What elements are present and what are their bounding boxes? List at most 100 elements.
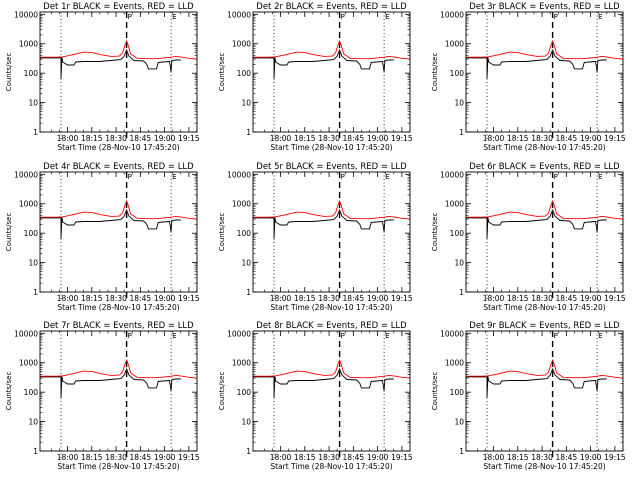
y-tick-label: 1 xyxy=(33,128,38,137)
y-tick-label: 1 xyxy=(459,128,464,137)
panel-title: Det 2r BLACK = Events, RED = LLD xyxy=(256,2,407,12)
y-tick-label: 1 xyxy=(33,447,38,456)
y-tick-label: 1 xyxy=(246,447,251,456)
x-tick-label: 18:30 xyxy=(318,453,340,462)
lld-series-line xyxy=(40,200,198,220)
y-axis-label: Counts/sec xyxy=(218,53,226,92)
x-tick-label: 18:45 xyxy=(130,134,152,143)
y-tick-label: 1 xyxy=(246,128,251,137)
y-tick-label: 100 xyxy=(24,388,39,397)
x-tick-label: 19:00 xyxy=(367,453,389,462)
marker-label: P xyxy=(341,13,345,21)
x-tick-label: 18:30 xyxy=(105,134,127,143)
detector-panel: Det 1r BLACK = Events, RED = LLD Counts/s… xyxy=(5,2,200,152)
marker-label: P xyxy=(128,173,132,181)
panel-title: Det 1r BLACK = Events, RED = LLD xyxy=(43,2,194,12)
lld-series-line xyxy=(466,359,624,379)
x-axis-label: Start Time (28-Nov-10 17:45:20) xyxy=(483,143,605,152)
marker-label: P xyxy=(554,13,558,21)
x-tick-label: 18:45 xyxy=(130,453,152,462)
lld-series-line xyxy=(40,40,198,60)
y-tick-label: 100 xyxy=(237,69,252,78)
marker-label: E xyxy=(172,173,176,181)
marker-label: P xyxy=(128,13,132,21)
x-tick-label: 18:15 xyxy=(81,453,103,462)
x-tick-label: 19:00 xyxy=(154,134,176,143)
lld-series-line xyxy=(253,359,411,379)
y-tick-label: 10000 xyxy=(227,10,251,19)
x-axis-label: Start Time (28-Nov-10 17:45:20) xyxy=(483,303,605,312)
y-axis-label: Counts/sec xyxy=(5,213,13,252)
plot-frame xyxy=(252,330,411,452)
x-tick-label: 18:00 xyxy=(57,453,79,462)
x-axis-label: Start Time (28-Nov-10 17:45:20) xyxy=(57,303,179,312)
plot-frame xyxy=(39,330,198,452)
x-tick-label: 18:15 xyxy=(81,294,103,303)
y-tick-label: 1 xyxy=(459,288,464,297)
x-tick-label: 19:15 xyxy=(604,453,626,462)
marker-label: E xyxy=(598,173,602,181)
y-axis-label: Counts/sec xyxy=(218,372,226,411)
y-tick-label: 10000 xyxy=(227,329,251,338)
y-axis-label: Counts/sec xyxy=(5,372,13,411)
lld-series-line xyxy=(253,40,411,60)
x-tick-label: 18:30 xyxy=(318,294,340,303)
x-axis-label: Start Time (28-Nov-10 17:45:20) xyxy=(483,462,605,471)
marker-label: P xyxy=(341,332,345,340)
panel-title: Det 3r BLACK = Events, RED = LLD xyxy=(469,2,620,12)
y-axis-label: Counts/sec xyxy=(5,53,13,92)
y-axis-label: Counts/sec xyxy=(431,372,439,411)
y-tick-label: 100 xyxy=(450,69,465,78)
y-tick-label: 10000 xyxy=(14,10,38,19)
panel-title: Det 9r BLACK = Events, RED = LLD xyxy=(469,321,620,331)
detector-panel: Det 5r BLACK = Events, RED = LLD Counts/s… xyxy=(218,162,413,312)
x-tick-label: 18:00 xyxy=(483,134,505,143)
events-series-line xyxy=(253,368,394,399)
x-tick-label: 18:15 xyxy=(507,134,529,143)
y-tick-label: 100 xyxy=(24,229,39,238)
y-tick-label: 10000 xyxy=(14,329,38,338)
marker-label: E xyxy=(385,332,389,340)
y-tick-label: 10000 xyxy=(440,329,464,338)
y-tick-label: 10000 xyxy=(14,170,38,179)
x-tick-label: 19:15 xyxy=(178,134,200,143)
marker-label: P xyxy=(341,173,345,181)
x-tick-label: 19:15 xyxy=(604,294,626,303)
events-series-line xyxy=(40,368,181,399)
x-tick-label: 19:15 xyxy=(178,294,200,303)
events-series-line xyxy=(40,49,181,80)
y-tick-label: 10 xyxy=(241,418,251,427)
x-tick-label: 18:00 xyxy=(483,453,505,462)
lld-series-line xyxy=(253,200,411,220)
lld-series-line xyxy=(466,200,624,220)
y-tick-label: 1000 xyxy=(232,359,251,368)
x-tick-label: 18:00 xyxy=(483,294,505,303)
x-tick-label: 19:00 xyxy=(580,453,602,462)
x-axis-label: Start Time (28-Nov-10 17:45:20) xyxy=(57,143,179,152)
y-tick-label: 100 xyxy=(24,69,39,78)
x-tick-label: 18:00 xyxy=(57,294,79,303)
x-tick-label: 18:15 xyxy=(294,134,316,143)
y-tick-label: 1000 xyxy=(19,359,38,368)
x-tick-label: 18:15 xyxy=(294,294,316,303)
plot-frame xyxy=(39,11,198,133)
marker-label: P xyxy=(128,332,132,340)
x-tick-label: 18:45 xyxy=(343,294,365,303)
x-tick-label: 18:00 xyxy=(270,134,292,143)
y-tick-label: 10 xyxy=(28,259,38,268)
x-tick-label: 18:30 xyxy=(531,453,553,462)
x-tick-label: 19:00 xyxy=(580,294,602,303)
y-tick-label: 1000 xyxy=(445,359,464,368)
x-tick-label: 18:00 xyxy=(57,134,79,143)
detector-panel: Det 6r BLACK = Events, RED = LLD Counts/s… xyxy=(431,162,626,312)
x-tick-label: 18:15 xyxy=(507,453,529,462)
marker-label: P xyxy=(554,332,558,340)
y-tick-label: 1000 xyxy=(19,40,38,49)
x-tick-label: 18:30 xyxy=(531,134,553,143)
x-tick-label: 18:45 xyxy=(343,453,365,462)
y-tick-label: 10000 xyxy=(440,10,464,19)
x-axis-label: Start Time (28-Nov-10 17:45:20) xyxy=(270,303,392,312)
y-tick-label: 100 xyxy=(237,388,252,397)
x-tick-label: 18:00 xyxy=(270,453,292,462)
